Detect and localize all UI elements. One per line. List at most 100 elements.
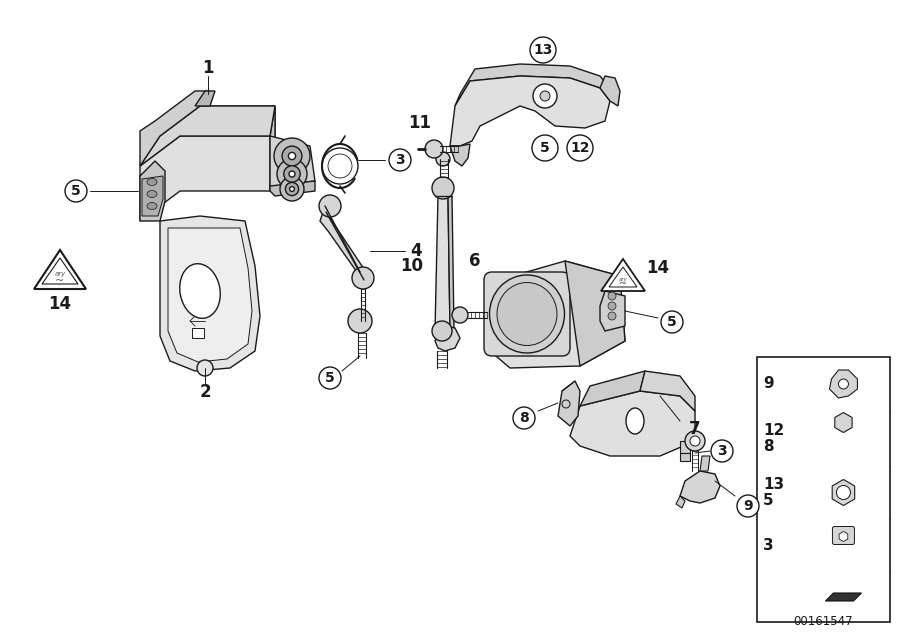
Polygon shape	[680, 471, 720, 503]
Polygon shape	[140, 161, 165, 221]
Polygon shape	[435, 326, 460, 351]
Text: 5: 5	[763, 493, 774, 508]
Polygon shape	[601, 259, 645, 291]
Circle shape	[289, 171, 295, 177]
Circle shape	[277, 159, 307, 189]
Polygon shape	[490, 261, 625, 368]
Text: 14: 14	[49, 295, 72, 313]
Circle shape	[389, 149, 411, 171]
Circle shape	[319, 195, 341, 217]
Text: 11: 11	[409, 114, 431, 132]
Text: ~: ~	[619, 279, 627, 289]
Polygon shape	[600, 291, 625, 331]
Circle shape	[540, 91, 550, 101]
Circle shape	[348, 309, 372, 333]
Text: 9: 9	[763, 377, 774, 392]
Polygon shape	[140, 136, 270, 221]
Circle shape	[608, 292, 616, 300]
Text: 6: 6	[469, 252, 481, 270]
Circle shape	[352, 267, 374, 289]
Circle shape	[661, 311, 683, 333]
Text: 5: 5	[325, 371, 335, 385]
Polygon shape	[839, 532, 848, 541]
Text: ary: ary	[54, 271, 66, 277]
Text: 00161547: 00161547	[794, 615, 853, 628]
Polygon shape	[570, 391, 695, 456]
Polygon shape	[270, 181, 315, 196]
Circle shape	[284, 166, 301, 183]
Polygon shape	[448, 196, 454, 331]
Circle shape	[567, 135, 593, 161]
Ellipse shape	[180, 264, 220, 318]
Text: 5: 5	[71, 184, 81, 198]
Circle shape	[533, 84, 557, 108]
Text: 14: 14	[646, 259, 670, 277]
Circle shape	[685, 431, 705, 451]
FancyBboxPatch shape	[757, 357, 890, 622]
Circle shape	[65, 180, 87, 202]
Circle shape	[452, 307, 468, 323]
Circle shape	[436, 152, 450, 166]
FancyBboxPatch shape	[832, 527, 854, 544]
Circle shape	[290, 186, 294, 191]
Polygon shape	[830, 370, 858, 398]
Ellipse shape	[626, 408, 644, 434]
Polygon shape	[580, 371, 645, 406]
Polygon shape	[450, 144, 470, 166]
Text: 13: 13	[763, 477, 784, 492]
Circle shape	[432, 321, 452, 341]
Text: 5: 5	[540, 141, 550, 155]
Ellipse shape	[490, 275, 564, 353]
Polygon shape	[270, 106, 275, 191]
Polygon shape	[140, 106, 275, 166]
Text: 12: 12	[571, 141, 590, 155]
Circle shape	[836, 485, 850, 499]
Text: 3: 3	[717, 444, 727, 458]
Circle shape	[282, 146, 302, 166]
Circle shape	[513, 407, 535, 429]
Polygon shape	[676, 496, 685, 508]
Circle shape	[274, 138, 310, 174]
Text: 3: 3	[395, 153, 405, 167]
Polygon shape	[680, 441, 690, 453]
Polygon shape	[680, 453, 690, 461]
Circle shape	[532, 135, 558, 161]
Polygon shape	[455, 64, 610, 106]
Polygon shape	[450, 76, 610, 146]
Circle shape	[319, 367, 341, 389]
Polygon shape	[192, 328, 204, 338]
Polygon shape	[825, 593, 861, 601]
Circle shape	[285, 183, 299, 196]
Text: ~: ~	[56, 276, 65, 286]
Polygon shape	[600, 76, 620, 106]
Circle shape	[530, 37, 556, 63]
Polygon shape	[195, 91, 215, 106]
Text: 2: 2	[199, 383, 211, 401]
Polygon shape	[160, 216, 260, 371]
Text: 7: 7	[689, 420, 701, 438]
Polygon shape	[168, 228, 252, 362]
Text: 13: 13	[534, 43, 553, 57]
Polygon shape	[558, 381, 580, 426]
Ellipse shape	[147, 202, 157, 209]
Polygon shape	[270, 136, 315, 191]
Polygon shape	[832, 480, 855, 506]
Text: 8: 8	[763, 439, 774, 454]
Circle shape	[839, 379, 849, 389]
Text: 10: 10	[400, 257, 424, 275]
Text: ary: ary	[618, 277, 627, 282]
Polygon shape	[640, 371, 695, 411]
Circle shape	[711, 440, 733, 462]
Circle shape	[737, 495, 759, 517]
Circle shape	[280, 177, 304, 201]
Text: 8: 8	[519, 411, 529, 425]
Polygon shape	[160, 106, 275, 156]
Ellipse shape	[147, 179, 157, 186]
Polygon shape	[835, 413, 852, 432]
Circle shape	[608, 302, 616, 310]
Text: 9: 9	[743, 499, 752, 513]
Text: 5: 5	[667, 315, 677, 329]
Polygon shape	[34, 250, 86, 289]
Text: 1: 1	[202, 59, 214, 77]
Text: 3: 3	[763, 538, 774, 553]
